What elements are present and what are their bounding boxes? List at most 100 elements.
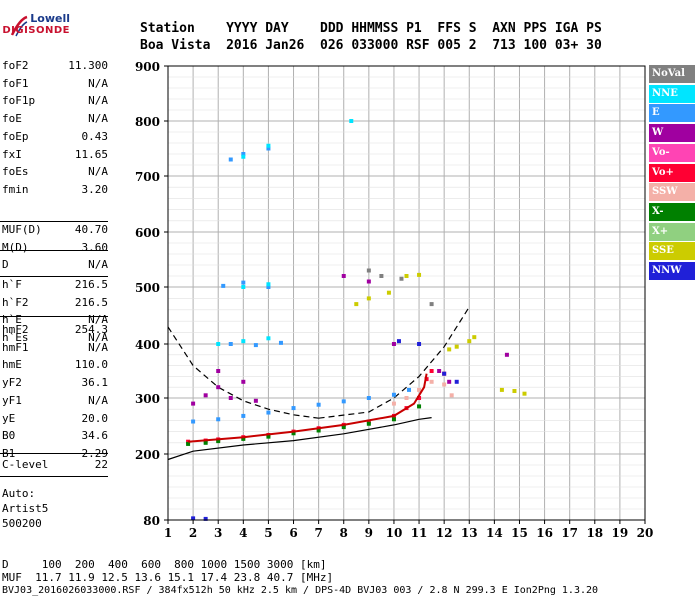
param-key: hmE (2, 358, 22, 372)
param-row: hmF1 N/A (2, 341, 108, 358)
logo-swoosh-icon (10, 15, 28, 37)
param-value: 11.300 (68, 59, 108, 72)
data-point (203, 440, 208, 445)
legend-item-nnw: NNW (649, 262, 695, 280)
param-row: B0 34.6 (2, 429, 108, 446)
param-row: foEs N/A (2, 165, 108, 182)
param-value: N/A (88, 112, 108, 126)
param-value: 20.0 (81, 411, 109, 425)
data-point (266, 146, 271, 151)
param-row: foF1 N/A (2, 77, 108, 94)
data-point (191, 516, 196, 521)
data-point (241, 339, 246, 344)
legend-item-vo: Vo+ (649, 163, 695, 182)
autoscale-line1: Auto: (2, 487, 36, 500)
param-row: yF2 36.1 (2, 376, 108, 393)
data-point (266, 282, 271, 287)
param-row: C-level 22 (2, 458, 108, 475)
data-point (266, 143, 271, 148)
param-key: fxI (2, 147, 22, 161)
legend-item-x: X- (649, 202, 695, 221)
station-header: Station YYYY DAY DDD HHMMSS P1 FFS S AXN… (140, 20, 602, 54)
data-point (228, 396, 233, 400)
logo-line2: DIGISONDE (2, 25, 70, 36)
panel-divider (0, 250, 108, 251)
param-value: N/A (88, 331, 108, 345)
data-point (472, 335, 477, 340)
data-point (216, 342, 221, 346)
param-key: C-level (2, 458, 49, 471)
data-point (417, 387, 422, 392)
y-tick-label: 80 (143, 514, 160, 528)
y-tick-label: 800 (135, 115, 160, 129)
param-value: 110.0 (74, 358, 108, 372)
x-tick-label: 12 (436, 526, 453, 540)
param-value: 36.1 (81, 376, 109, 390)
param-row: foE N/A (2, 112, 108, 129)
x-tick-label: 3 (214, 526, 222, 540)
param-row: foF1p N/A (2, 94, 108, 111)
data-point (386, 290, 391, 295)
header-row-values: Boa Vista 2016 Jan26 026 033000 RSF 005 … (140, 38, 602, 53)
param-value: 254.3 (74, 323, 108, 336)
data-point (417, 396, 422, 400)
y-tick-label: 500 (135, 281, 160, 295)
param-key: foF2 (2, 59, 29, 72)
param-value: 3.20 (81, 182, 109, 196)
legend-item-w: W (649, 124, 695, 143)
data-point (366, 279, 371, 284)
data-point (266, 285, 271, 289)
plot-frame (167, 65, 646, 521)
param-value: N/A (88, 165, 108, 179)
x-tick-label: 15 (511, 526, 528, 540)
autoscale-line3: 500200 (2, 517, 42, 530)
legend-item-e: E (649, 104, 695, 123)
param-key: B0 (2, 429, 16, 443)
param-value: N/A (88, 76, 108, 90)
data-point (241, 413, 246, 418)
data-point (253, 343, 258, 348)
data-point (241, 280, 246, 285)
data-point (467, 339, 472, 344)
data-point (366, 296, 371, 301)
data-point (228, 157, 233, 162)
x-tick-label: 2 (189, 526, 197, 540)
param-key: D (2, 258, 9, 272)
param-value: N/A (88, 258, 108, 272)
data-point (391, 401, 396, 406)
data-point (216, 385, 221, 390)
data-point (216, 417, 221, 422)
x-tick-label: 16 (536, 526, 553, 540)
y-tick-label: 600 (135, 226, 160, 240)
data-point (216, 439, 221, 444)
data-point (349, 119, 354, 123)
data-point (391, 392, 396, 397)
data-point (404, 274, 409, 278)
fit-curve-dashed (318, 306, 470, 419)
data-point (454, 379, 459, 384)
data-point (203, 516, 208, 521)
data-point (417, 404, 422, 409)
param-value: 40.70 (74, 223, 108, 236)
x-tick-label: 18 (586, 526, 603, 540)
param-value: 216.5 (74, 278, 108, 291)
data-point (366, 421, 371, 426)
data-point (241, 436, 246, 441)
data-point (366, 268, 371, 273)
data-point (241, 154, 246, 159)
data-point (379, 274, 384, 278)
data-point (442, 371, 447, 376)
param-key: h`F (2, 278, 22, 291)
data-point (341, 425, 346, 430)
data-point (429, 302, 434, 307)
data-point (203, 393, 208, 398)
param-row: h`F 216.5 (2, 278, 108, 295)
panel-divider (0, 453, 108, 454)
x-tick-label: 11 (411, 526, 428, 540)
param-key: MUF(D) (2, 223, 42, 236)
param-key: foEp (2, 129, 29, 143)
param-row: fmin 3.20 (2, 183, 108, 200)
data-point (241, 285, 246, 289)
y-tick-label: 900 (135, 60, 160, 74)
data-point (442, 382, 447, 387)
